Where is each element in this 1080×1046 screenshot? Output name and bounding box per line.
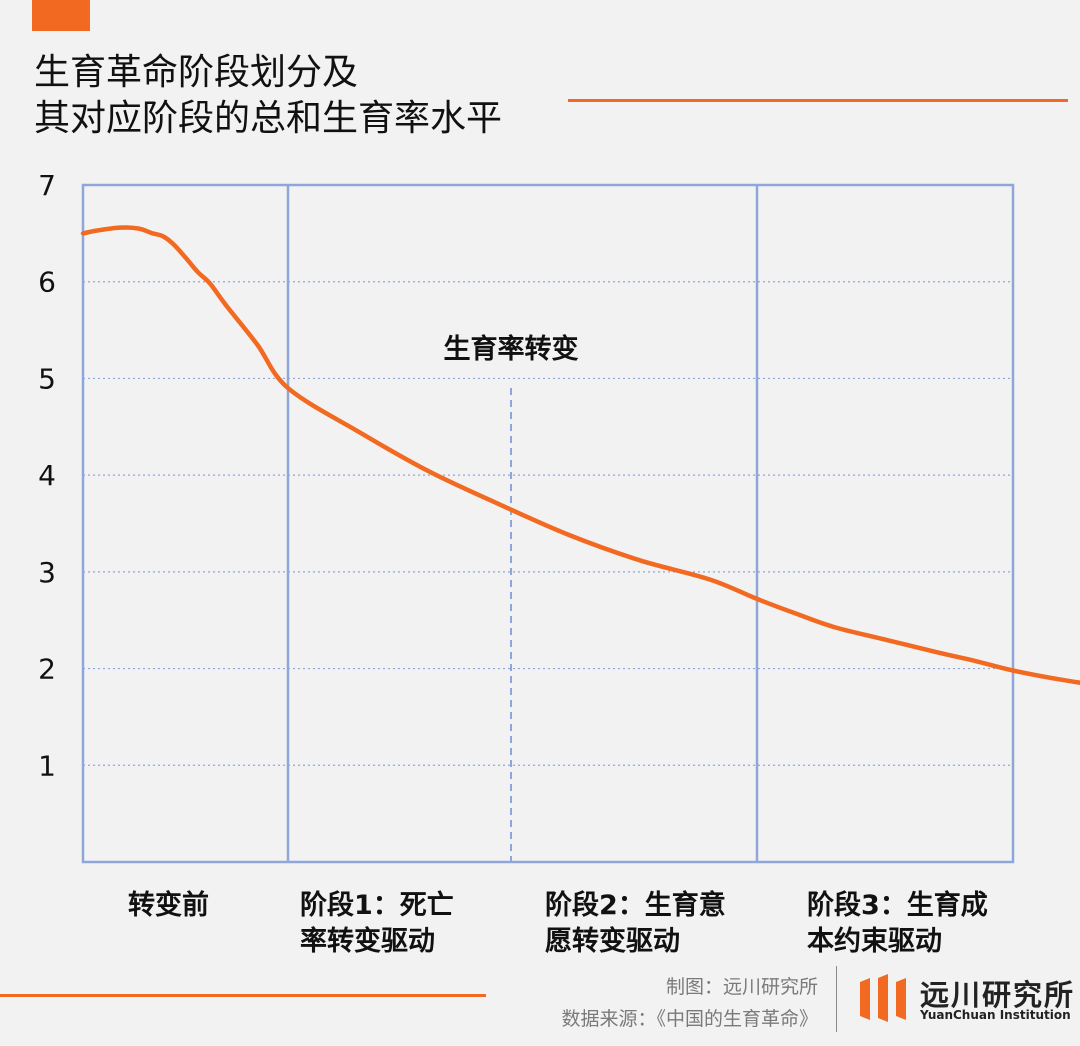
stage-label-1-line1: 阶段1：死亡 <box>300 890 454 921</box>
stage-label-1-line2: 率转变驱动 <box>300 926 435 957</box>
footer-divider <box>836 966 837 1032</box>
title-line-2: 其对应阶段的总和生育率水平 <box>34 98 503 139</box>
stage-label-3: 阶段3：生育成 本约束驱动 <box>807 888 988 960</box>
chart-credit: 制图：远川研究所 <box>665 976 818 998</box>
stage-label-pre-line1: 转变前 <box>128 890 209 921</box>
series-group <box>80 225 1080 685</box>
stage-label-2: 阶段2：生育意 愿转变驱动 <box>545 888 726 960</box>
chart-frame <box>81 183 1015 864</box>
logo-text-en: YuanChuan Institution <box>920 1008 1071 1022</box>
annotation-group: 生育率转变 <box>444 333 579 862</box>
y-tick-6: 6 <box>38 266 56 299</box>
plot-border <box>81 183 1015 864</box>
y-tick-1: 1 <box>38 749 56 782</box>
stage-label-3-line1: 阶段3：生育成 <box>807 890 988 921</box>
y-tick-labels: 1 2 3 4 5 6 7 <box>38 169 56 782</box>
brand-logo: 远川研究所 YuanChuan Institution <box>858 972 1078 1028</box>
y-tick-3: 3 <box>38 556 56 589</box>
corner-accent-block <box>32 0 90 31</box>
title-rule <box>568 99 1068 102</box>
y-tick-2: 2 <box>38 653 56 686</box>
stage-label-2-line1: 阶段2：生育意 <box>545 890 726 921</box>
stage-label-2-line2: 愿转变驱动 <box>545 926 680 957</box>
stage-label-1: 阶段1：死亡 率转变驱动 <box>300 888 454 960</box>
logo-mark-icon <box>860 974 906 1022</box>
data-source: 数据来源：《中国的生育革命》 <box>561 1008 818 1030</box>
y-tick-4: 4 <box>38 459 56 492</box>
annotation-label: 生育率转变 <box>444 333 579 365</box>
series-line-0 <box>80 225 1080 685</box>
stage-label-3-line2: 本约束驱动 <box>807 926 942 957</box>
title-line-1: 生育革命阶段划分及 <box>34 52 359 93</box>
logo-text-cn: 远川研究所 <box>920 978 1076 1012</box>
footer-rule <box>0 994 486 997</box>
stage-label-pre: 转变前 <box>128 888 209 924</box>
y-tick-5: 5 <box>38 362 56 395</box>
y-tick-7: 7 <box>38 169 56 202</box>
chart-title: 生育革命阶段划分及 其对应阶段的总和生育率水平 <box>34 50 502 142</box>
grid-lines <box>83 281 1013 766</box>
